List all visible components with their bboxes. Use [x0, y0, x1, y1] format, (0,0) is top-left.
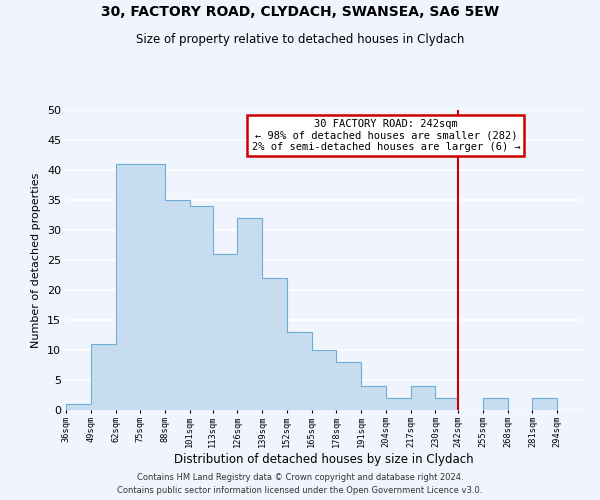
Text: Contains HM Land Registry data © Crown copyright and database right 2024.: Contains HM Land Registry data © Crown c…: [137, 474, 463, 482]
X-axis label: Distribution of detached houses by size in Clydach: Distribution of detached houses by size …: [174, 452, 474, 466]
Text: Size of property relative to detached houses in Clydach: Size of property relative to detached ho…: [136, 32, 464, 46]
Y-axis label: Number of detached properties: Number of detached properties: [31, 172, 41, 348]
Text: Contains public sector information licensed under the Open Government Licence v3: Contains public sector information licen…: [118, 486, 482, 495]
Text: 30, FACTORY ROAD, CLYDACH, SWANSEA, SA6 5EW: 30, FACTORY ROAD, CLYDACH, SWANSEA, SA6 …: [101, 5, 499, 19]
Text: 30 FACTORY ROAD: 242sqm
← 98% of detached houses are smaller (282)
2% of semi-de: 30 FACTORY ROAD: 242sqm ← 98% of detache…: [251, 119, 520, 152]
